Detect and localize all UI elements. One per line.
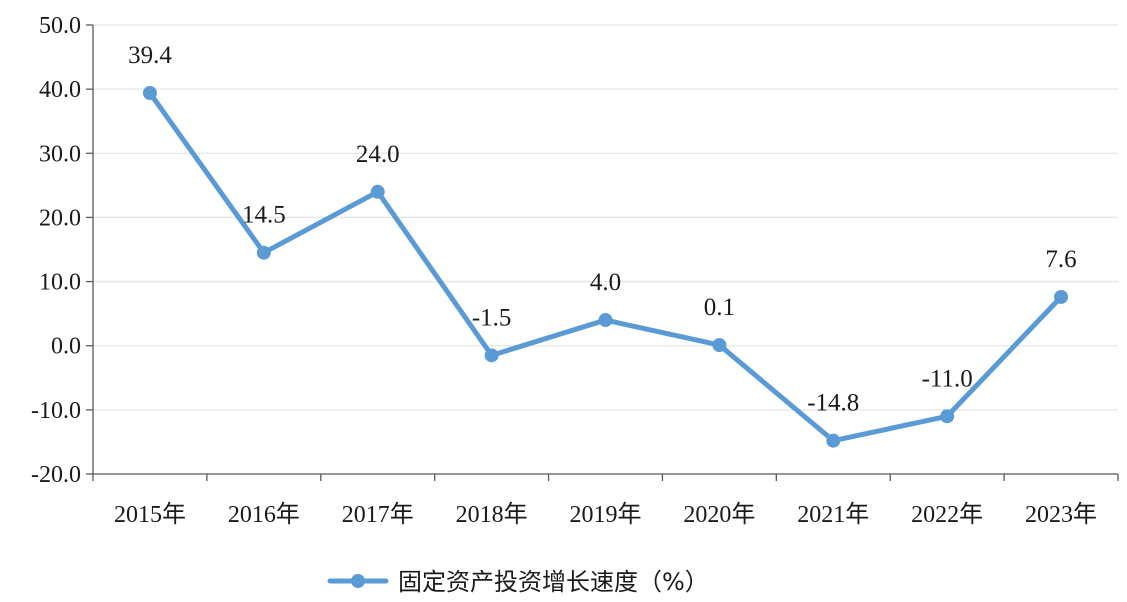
y-tick-label: 40.0: [39, 77, 81, 103]
data-label: 4.0: [590, 269, 621, 296]
y-tick-label: 50.0: [39, 13, 81, 39]
y-tick-label: -10.0: [31, 398, 81, 424]
data-label: 7.6: [1045, 246, 1076, 273]
series-layer: [142, 85, 1069, 448]
data-point: [256, 245, 271, 260]
y-axis-ticks: 50.0 40.0 30.0 20.0 10.0 0.0 -10.0 -20.0: [31, 13, 93, 488]
x-axis-ticks: 2015年 2016年 2017年 2018年 2019年 2020年 2021年 2022年…: [92, 474, 1119, 528]
legend-point-marker: [351, 574, 365, 588]
x-tick-label: 2021年: [797, 501, 869, 528]
data-label: 39.4: [128, 42, 172, 69]
data-point: [826, 433, 841, 448]
data-point: [598, 313, 613, 328]
data-labels: 39.4 14.5 24.0 -1.5 4.0 0.1 -14.8 -11.0 7.6: [128, 42, 1077, 417]
x-tick-label: 2018年: [456, 501, 528, 528]
data-point: [712, 338, 727, 353]
y-tick-label: 10.0: [39, 270, 81, 296]
data-point: [142, 85, 157, 100]
data-point: [484, 348, 499, 363]
data-label: -14.8: [807, 390, 859, 417]
x-tick-label: 2019年: [570, 501, 642, 528]
data-label: 0.1: [704, 294, 735, 321]
y-tick-label: 30.0: [39, 141, 81, 167]
y-tick-label: -20.0: [31, 462, 81, 488]
x-tick-label: 2022年: [911, 501, 983, 528]
x-tick-label: 2023年: [1025, 501, 1097, 528]
axes: [92, 25, 1118, 475]
x-tick-label: 2015年: [114, 501, 186, 528]
data-label: 14.5: [242, 202, 286, 229]
y-tick-label: 20.0: [39, 205, 81, 231]
legend: 固定资产投资增长速度（%）: [327, 568, 709, 596]
data-label: -1.5: [472, 304, 512, 331]
data-point: [940, 409, 955, 424]
data-label: -11.0: [922, 365, 973, 392]
data-label: 24.0: [356, 141, 400, 168]
x-tick-label: 2017年: [342, 501, 414, 528]
data-point: [1054, 289, 1069, 304]
legend-entry: 固定资产投资增长速度（%）: [398, 568, 709, 596]
x-tick-label: 2016年: [228, 501, 300, 528]
data-point: [370, 184, 385, 199]
gridlines: [93, 24, 1118, 411]
x-tick-label: 2020年: [683, 501, 755, 528]
y-tick-label: 0.0: [51, 334, 81, 360]
